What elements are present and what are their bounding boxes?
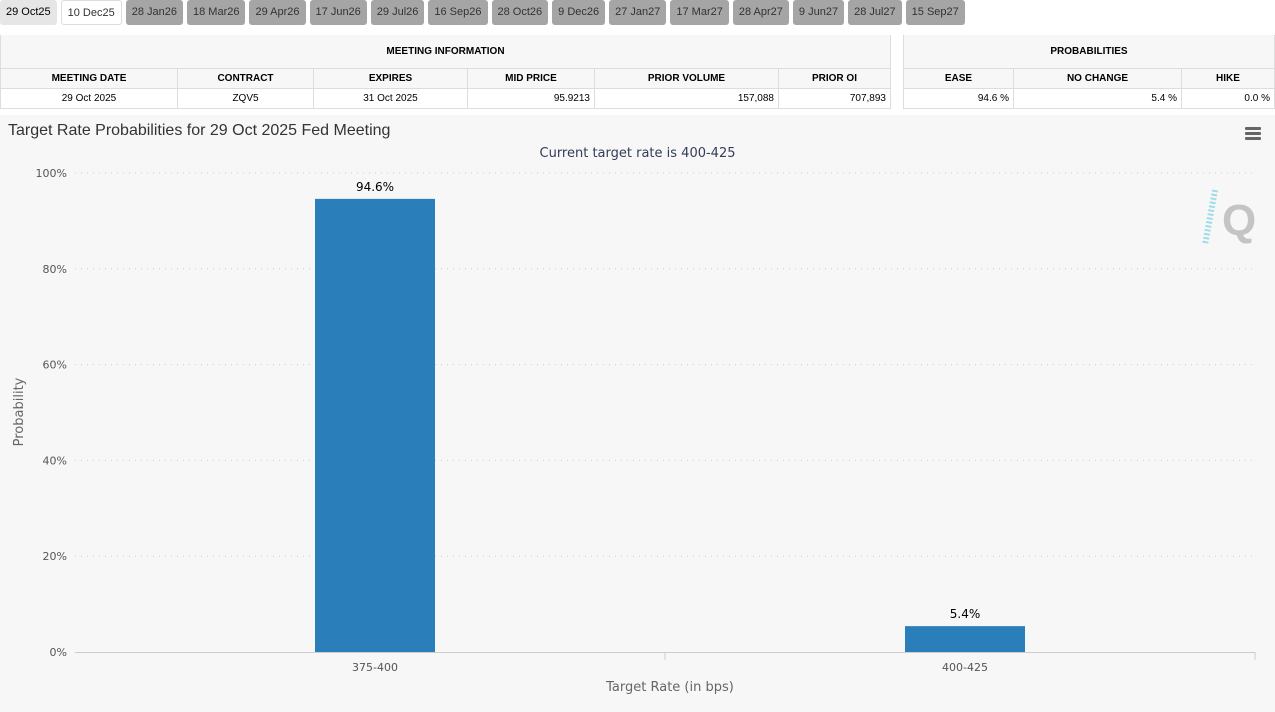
y-axis-label: Probability	[12, 377, 27, 446]
hike-prob: 0.0 %	[1181, 87, 1275, 109]
tab-meeting[interactable]: 28 Jul27	[848, 0, 902, 25]
tab-meeting[interactable]: 29 Jul26	[370, 0, 425, 25]
y-tick-label: 20%	[43, 550, 67, 563]
ease-prob: 94.6 %	[903, 87, 1014, 109]
contract: ZQV5	[177, 87, 314, 109]
y-tick-label: 100%	[36, 167, 67, 180]
y-tick-label: 0%	[50, 646, 67, 659]
svg-text:Q: Q	[1222, 196, 1256, 245]
bar	[315, 198, 435, 652]
y-tick-label: 40%	[43, 454, 67, 467]
col-header: CONTRACT	[177, 67, 314, 89]
tab-meeting[interactable]: 28 Apr27	[732, 0, 789, 25]
col-header: NO CHANGE	[1013, 67, 1182, 89]
meeting-date: 29 Oct 2025	[0, 87, 178, 109]
meeting-tabs: 29 Oct25 10 Dec25 28 Jan26 18 Mar26 29 Apr26…	[0, 0, 965, 26]
y-tick-label: 80%	[43, 263, 67, 276]
watermark-logo: Q	[1202, 189, 1256, 246]
tab-meeting[interactable]: 9 Jun27	[792, 0, 845, 25]
data-label: 5.4%	[950, 607, 981, 621]
meeting-info-table: MEETING INFORMATION MEETING DATE CONTRAC…	[0, 35, 891, 109]
tab-meeting[interactable]: 10 Dec25	[60, 0, 122, 25]
col-header: PRIOR OI	[778, 67, 891, 89]
tab-meeting[interactable]: 17 Mar27	[670, 0, 729, 25]
bar	[905, 626, 1025, 652]
col-header: EASE	[903, 67, 1014, 89]
tab-meeting[interactable]: 28 Oct26	[491, 0, 549, 25]
tab-meeting[interactable]: 28 Jan26	[125, 0, 183, 25]
probabilities-title: PROBABILITIES	[903, 35, 1275, 69]
x-tick-label: 400-425	[942, 661, 988, 674]
prior-oi: 707,893	[778, 87, 891, 109]
tab-meeting[interactable]: 15 Sep27	[905, 0, 965, 25]
col-header: HIKE	[1181, 67, 1275, 89]
tab-meeting[interactable]: 9 Dec26	[552, 0, 606, 25]
mid-price: 95.9213	[467, 87, 595, 109]
col-header: MEETING DATE	[0, 67, 178, 89]
data-label: 94.6%	[356, 180, 394, 194]
prior-volume: 157,088	[594, 87, 779, 109]
x-axis-label: Target Rate (in bps)	[605, 680, 734, 695]
col-header: EXPIRES	[313, 67, 468, 89]
meeting-info-title: MEETING INFORMATION	[0, 35, 891, 69]
tab-meeting[interactable]: 18 Mar26	[187, 0, 246, 25]
expires: 31 Oct 2025	[313, 87, 468, 109]
chart-subtitle: Current target rate is 400-425	[539, 146, 736, 161]
col-header: PRIOR VOLUME	[594, 67, 779, 89]
chart-menu-icon[interactable]	[1245, 127, 1261, 142]
tab-meeting[interactable]: 29 Apr26	[249, 0, 306, 25]
tab-meeting[interactable]: 27 Jan27	[609, 0, 667, 25]
chart-title: Target Rate Probabilities for 29 Oct 202…	[8, 122, 391, 139]
probabilities-table: PROBABILITIES EASE NO CHANGE HIKE 94.6 %…	[903, 35, 1275, 109]
tab-meeting[interactable]: 16 Sep26	[428, 0, 488, 25]
no-change-prob: 5.4 %	[1013, 87, 1182, 109]
tab-meeting[interactable]: 17 Jun26	[309, 0, 367, 25]
bar-chart: Q 0% 20% 40% 60% 80% 100% 94.6% 375-400 5.4% 400-…	[12, 167, 1256, 695]
chart-container: Q 0% 20% 40% 60% 80% 100% 94.6% 375-400 5.4% 400-…	[0, 115, 1275, 712]
x-tick-label: 375-400	[352, 661, 398, 674]
tab-meeting[interactable]: 29 Oct25	[0, 0, 57, 25]
y-tick-label: 60%	[43, 359, 67, 372]
col-header: MID PRICE	[467, 67, 595, 89]
